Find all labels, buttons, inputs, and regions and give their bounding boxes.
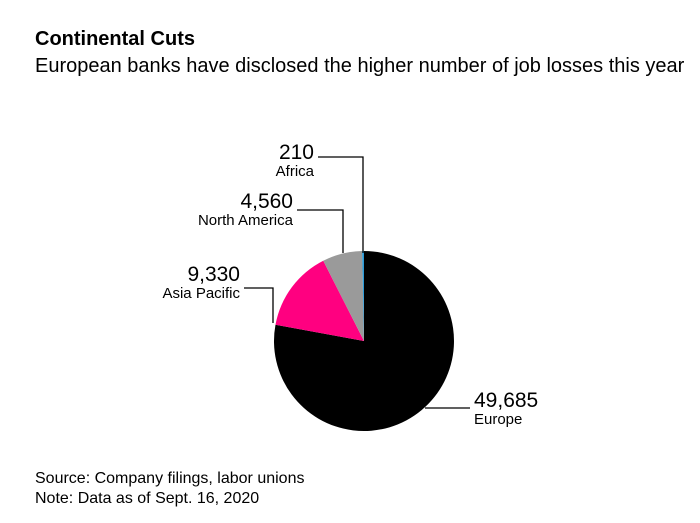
slice-leaders [244, 156, 470, 409]
slice-label-north-america: North America [198, 212, 294, 229]
leader-africa [318, 156, 364, 253]
chart-subtitle: European banks have disclosed the higher… [35, 55, 685, 77]
pie-slices [273, 251, 454, 431]
source-note: Source: Company filings, labor unions [35, 470, 305, 487]
slice-value-asia-pacific: 9,330 [187, 263, 240, 286]
data-note: Note: Data as of Sept. 16, 2020 [35, 490, 260, 507]
chart-title: Continental Cuts [35, 28, 195, 50]
pie-slice-asia-pacific [275, 260, 364, 341]
pie-slice-africa [362, 251, 364, 341]
pie-slice-north-america [323, 251, 364, 341]
slice-value-europe: 49,685 [474, 389, 538, 412]
slice-label-africa: Africa [276, 163, 315, 180]
leader-asia-pacific [244, 287, 274, 323]
slice-label-europe: Europe [474, 411, 522, 428]
leader-north-america [297, 209, 344, 253]
pie-slice-europe [273, 251, 454, 431]
slice-value-africa: 210 [279, 141, 314, 164]
chart-footer: Source: Company filings, labor unions No… [35, 469, 304, 509]
slice-label-asia-pacific: Asia Pacific [162, 285, 240, 302]
slice-value-north-america: 4,560 [240, 190, 293, 213]
